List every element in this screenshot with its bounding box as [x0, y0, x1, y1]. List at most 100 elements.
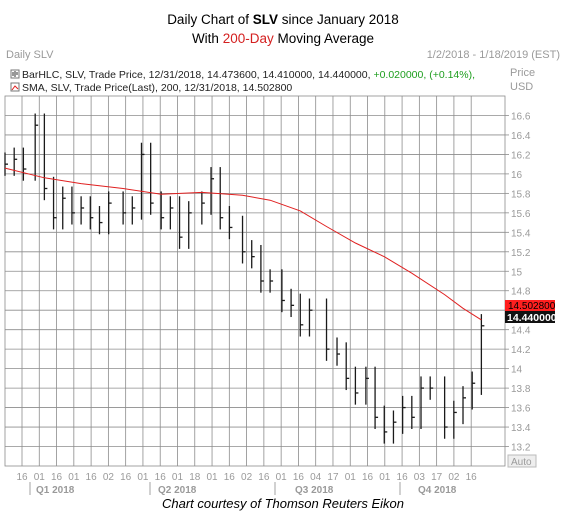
x-tick-label: 02 [241, 472, 253, 483]
quarter-label: Q3 2018 [295, 485, 334, 496]
x-tick-label: 16 [155, 472, 167, 483]
x-tick-label: 17 [327, 472, 339, 483]
y-tick-label: 13.2 [511, 443, 531, 454]
title-line-1: Daily Chart of SLV since January 2018 [0, 10, 566, 29]
sma-last-value: 14.502800 [508, 301, 556, 312]
x-tick-label: 02 [448, 472, 460, 483]
x-tick-label: 16 [397, 472, 409, 483]
x-tick-label: 02 [103, 472, 115, 483]
price-bar [13, 147, 18, 176]
price-bar [365, 366, 369, 405]
price-bar [228, 206, 233, 240]
price-last-value-box [505, 311, 555, 323]
legend-bar-icon [12, 71, 18, 77]
price-chart[interactable]: 16.616.416.21615.815.615.415.21514.814.6… [0, 56, 566, 496]
legend-bar-change: +0.020000, (+0.14%), [373, 69, 475, 81]
price-bar [354, 366, 359, 405]
price-bar [89, 196, 94, 230]
y-tick-label: 14.2 [511, 345, 531, 356]
price-bar [108, 191, 112, 235]
x-tick-label: 01 [34, 472, 46, 483]
title-suffix: since January 2018 [277, 12, 399, 27]
y-tick-label: 16 [511, 170, 523, 181]
x-tick-label: 01 [379, 472, 391, 483]
price-bar [169, 196, 174, 230]
subtitle-suffix: Moving Average [273, 31, 375, 46]
quarter-label: Q1 2018 [36, 485, 75, 496]
price-bar [150, 142, 154, 215]
price-last-value: 14.440000 [507, 312, 557, 324]
price-bars [4, 113, 485, 444]
x-tick-label: 04 [310, 472, 322, 483]
x-tick-label: 18 [189, 472, 201, 483]
price-bar [453, 400, 457, 439]
sma-200-line [4, 167, 482, 321]
x-tick-label: 16 [293, 472, 305, 483]
y-tick-label: 14.8 [511, 287, 531, 298]
y-tick-label: 16.6 [511, 111, 531, 122]
price-bar [443, 376, 448, 439]
y-tick-label: 13.4 [511, 423, 531, 434]
price-bar [4, 152, 8, 176]
price-bar [140, 142, 145, 220]
plot-border [4, 95, 506, 467]
x-tick-label: 16 [120, 472, 132, 483]
title-line-2: With 200-Day Moving Average [0, 29, 566, 48]
chart-title: Daily Chart of SLV since January 2018 Wi… [0, 10, 566, 48]
legend-sma-icon [11, 85, 19, 91]
chart-header: Daily SLV 1/2/2018 - 1/18/2019 (EST) [0, 48, 566, 62]
y-tick-label: 15.6 [511, 209, 531, 220]
auto-scale-button[interactable]: Auto [507, 454, 537, 468]
price-bar [480, 314, 485, 395]
price-bar [43, 113, 48, 201]
price-bar [62, 186, 66, 230]
y-tick-label: 16.4 [511, 131, 531, 142]
x-tick-label: 01 [172, 472, 184, 483]
price-bar [34, 113, 39, 181]
price-bar [429, 376, 434, 400]
legend: BarHLC, SLV, Trade Price, 12/31/2018, 14… [10, 69, 475, 94]
y-tick-label: 15 [511, 267, 523, 278]
chart-grid [4, 95, 506, 467]
x-tick-label: 16 [362, 472, 374, 483]
price-bar [22, 147, 27, 181]
price-bar [131, 196, 136, 225]
price-bar [325, 298, 330, 361]
price-bar [401, 395, 406, 434]
sma-last-value-box [505, 300, 555, 311]
y-tick-label: 14 [511, 365, 523, 376]
last-value-labels: 14.502800 14.440000 [505, 300, 557, 324]
instrument-label: Daily SLV [6, 49, 54, 61]
legend-sma-marker [10, 82, 20, 92]
date-range-label: 1/2/2018 - 1/18/2019 (EST) [426, 49, 560, 61]
price-bar [178, 196, 183, 249]
x-tick-label: 16 [224, 472, 236, 483]
price-axis-title: Price [510, 67, 535, 79]
price-bar [269, 269, 274, 293]
chart-credit: Chart courtesy of Thomson Reuters Eikon [161, 496, 405, 511]
price-bar [80, 196, 85, 225]
price-bar [308, 298, 313, 337]
price-bar [98, 206, 103, 235]
price-bar [420, 376, 425, 429]
x-tick-label: 03 [414, 472, 426, 483]
price-bar [241, 215, 246, 264]
price-bar [299, 293, 304, 337]
x-tick-label: 16 [51, 472, 63, 483]
x-tick-label: 01 [345, 472, 357, 483]
price-bar [336, 337, 341, 366]
y-tick-label: 13.6 [511, 404, 531, 415]
legend-bar-entry: BarHLC, SLV, Trade Price, 12/31/2018, 14… [22, 69, 475, 81]
price-bar [392, 410, 397, 444]
price-bar [251, 240, 255, 269]
x-tick-label: 01 [206, 472, 218, 483]
price-bar [462, 386, 467, 425]
price-axis-unit: USD [510, 81, 533, 93]
x-tick-label: 17 [431, 472, 443, 483]
title-prefix: Daily Chart of [167, 12, 253, 27]
x-tick-label: 16 [86, 472, 98, 483]
price-bar [260, 244, 264, 293]
x-tick-label: 16 [258, 472, 270, 483]
price-bar [210, 167, 215, 215]
x-tick-label: 16 [466, 472, 478, 483]
